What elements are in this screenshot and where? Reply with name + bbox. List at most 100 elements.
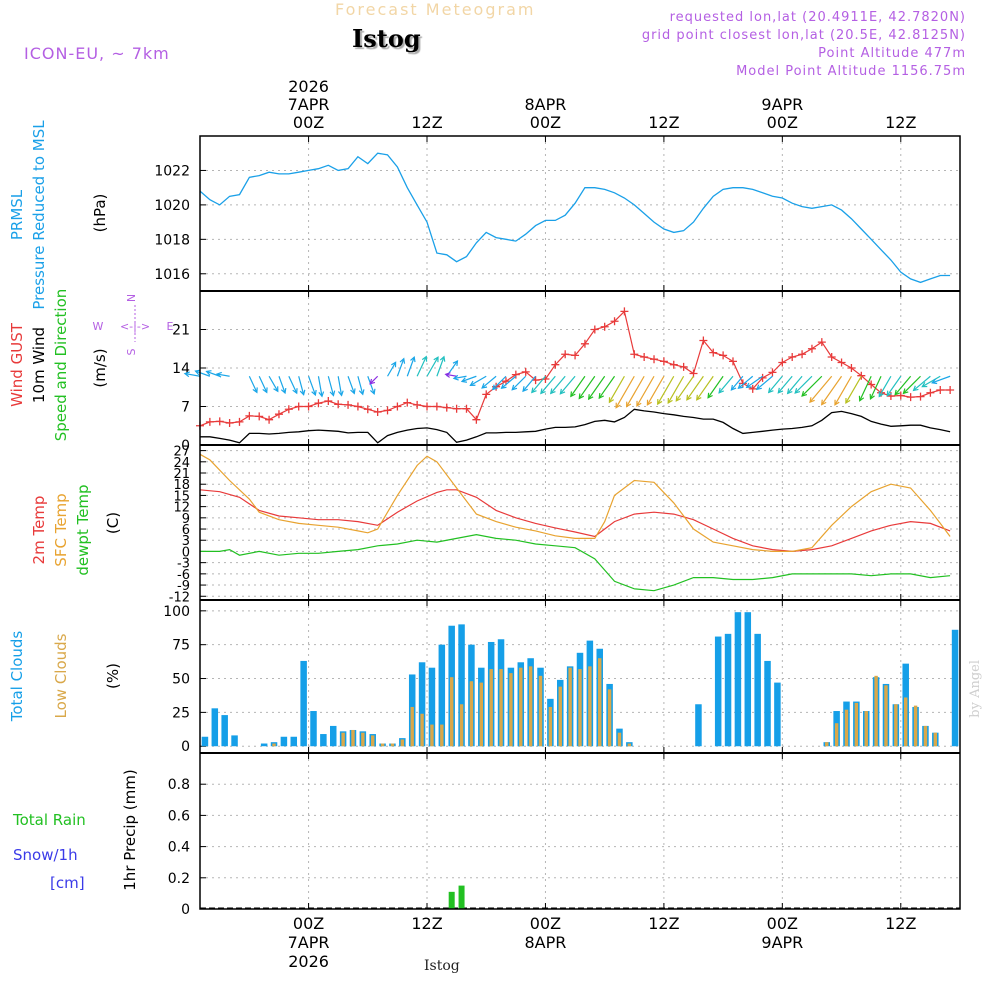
wind-arrow-head [902,388,909,395]
wind-arrow-head [522,386,528,393]
y-tick-label: 0 [181,902,190,918]
wind-gust-marker [284,405,293,414]
wind-arrow-head [531,387,537,394]
rain-legend-label: Total Rain [12,811,86,829]
wind-direction-arrow [205,370,220,377]
footer-location: Istog [424,958,460,974]
wind-arrow-head [273,386,279,393]
wind-direction-arrow [278,376,287,395]
total-cloud-bar [221,715,228,747]
wind-gust-marker [709,348,718,357]
wind-direction-arrow [667,375,685,405]
wind-gust-marker [442,403,451,412]
y-tick-label: 0.2 [168,871,190,887]
wind-arrow-head [452,374,459,381]
wind-arrow-head [608,397,614,404]
wind-gust-marker [215,417,224,426]
bottom-time-label: 7APR [288,933,330,952]
compass-north: N [125,294,138,302]
low-cloud-bar [627,743,632,747]
wind-arrow-head [820,399,827,406]
wind-direction-arrow [298,376,306,396]
total-cloud-bar [260,743,268,747]
wind-arrow-head [358,389,365,396]
wind-gust-marker [748,384,757,393]
y-tick-label: 9 [182,512,190,527]
wind-direction-arrow [570,375,586,398]
rain-bar [448,891,455,909]
low-cloud-bar [361,732,365,747]
wind-arrow-head [460,377,468,383]
low-cloud-bar [538,675,543,747]
wind-direction-arrow [288,375,298,395]
wind-direction-arrow [559,375,576,395]
total-cloud-bar [754,633,761,747]
wind-arrow-shaft [878,375,892,397]
total-cloud-bar [714,636,722,747]
total-cloud-bar [428,667,436,747]
wind-arrow-shaft [531,375,546,393]
wind-gust-marker [472,415,481,424]
top-time-label: 8APR [525,95,567,114]
clouds-unit-label: (%) [104,663,122,689]
wind-gust-marker [936,386,945,394]
wind-arrow-head [878,391,884,398]
wind-arrow-shaft [501,375,517,389]
wind-arrow-head [370,388,376,395]
wind-arrow-shaft [367,376,375,394]
wind-arrow-shaft [801,375,823,397]
wind-arrow-shaft [667,375,685,404]
wind-direction-arrow [416,355,428,377]
wind-direction-arrow [686,375,704,401]
bottom-time-label: 2026 [288,952,329,971]
wind-gust-marker [827,353,836,361]
y-tick-label: 6 [182,523,190,538]
point-altitude: Point Altitude 477m [818,46,966,61]
wind-direction-arrow [737,375,754,390]
wind-arrow-head [433,356,439,363]
low-cloud-bar [380,743,385,747]
clouds-axis-label: Total Clouds [8,631,26,723]
wind-arrow-shaft [657,375,675,405]
wind-arrow-head [626,401,632,408]
wind-gust-marker [580,339,589,348]
top-time-label: 12Z [885,113,916,132]
wind-arrow-shaft [511,375,527,391]
compass-south: S [125,348,138,355]
wind-gust-marker [324,397,333,405]
wind-direction-arrow [248,375,258,394]
wind-arrow-shaft [886,375,902,397]
wind-arrow-shaft [686,375,704,401]
temperature-axis-label: dewpt Temp [74,484,92,575]
wind-direction-arrow [452,374,467,381]
wind-arrow-shaft [470,375,487,386]
wind-direction-arrow [845,375,862,405]
wind-direction-arrow [357,376,365,396]
wind-gust-marker [768,368,777,377]
wind-arrow-shaft [768,375,783,393]
wind-arrow-head [858,395,865,402]
y-tick-label: 1020 [154,198,190,214]
low-cloud-bar [341,732,345,747]
total-cloud-bar [231,735,238,747]
wind-gust-marker [946,386,955,394]
total-cloud-bar [744,612,752,747]
wind-direction-arrow [327,376,336,397]
clouds-panel: 0 25 50 75 100 [163,600,960,755]
temperature-axis-label: SFC Temp [52,493,70,566]
wind-direction-arrow [794,375,813,394]
wind-direction-arrow [258,375,268,394]
wind-arrow-shaft [288,375,298,394]
bottom-time-label: 8APR [525,933,567,952]
compass-west: W [93,320,104,333]
wind-arrow-shaft [578,375,596,399]
wind-arrow-head [801,391,808,397]
total-cloud-bar [300,660,307,747]
wind-arrow-shaft [707,375,724,399]
wind-arrow-head [559,388,566,395]
wind-arrow-head [491,384,498,391]
wind-arrow-shaft [347,376,355,394]
low-cloud-bar [558,686,562,747]
low-cloud-bar [499,669,503,747]
